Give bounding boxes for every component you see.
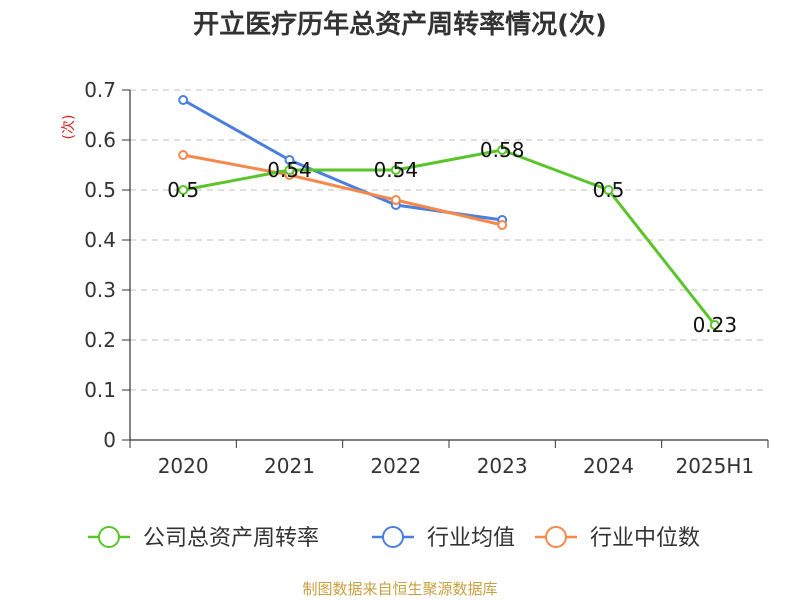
y-tick-label: 0.7 — [84, 78, 116, 102]
chart-title: 开立医疗历年总资产周转率情况(次) — [193, 9, 607, 40]
series-line-2 — [182, 153, 503, 227]
y-tick-label: 0.1 — [84, 378, 116, 402]
series-0-point — [390, 165, 401, 175]
series-line-0 — [182, 148, 717, 326]
legend: 公司总资产周转率 行业均值 行业中位数 — [88, 526, 700, 551]
series-0-point — [709, 320, 720, 330]
y-tick-label: 0.5 — [84, 178, 116, 202]
y-tick-label: 0.3 — [84, 278, 116, 302]
legend-marker-1 — [382, 526, 404, 548]
y-tick-label: 0.6 — [84, 128, 116, 152]
series-1-point — [284, 155, 295, 165]
series-2-point — [497, 220, 508, 230]
series-2-point — [178, 150, 189, 160]
axes: 0 0.1 0.2 0.3 0.4 0.5 0.6 0.7 2020 2021 2022 2023 20… — [84, 78, 769, 478]
y-axis-unit-label: (次) — [61, 115, 77, 140]
series-lines — [178, 95, 720, 330]
x-tick-label: 2021 — [264, 454, 315, 478]
x-tick-label: 2025H1 — [675, 454, 754, 478]
x-tick-label: 2022 — [370, 454, 421, 478]
source-note: 制图数据来自恒生聚源数据库 — [302, 580, 497, 598]
data-label: 0.58 — [480, 138, 525, 162]
data-label: 0.5 — [167, 178, 199, 202]
data-label: 0.23 — [693, 313, 738, 337]
y-tick-label: 0.2 — [84, 328, 116, 352]
legend-marker-2 — [545, 526, 567, 548]
grid-lines — [130, 89, 768, 391]
series-0-point — [284, 165, 295, 175]
legend-label-0: 公司总资产周转率 — [143, 526, 319, 551]
y-tick-label: 0 — [103, 428, 116, 452]
series-0-point — [603, 185, 614, 195]
legend-marker-0 — [98, 526, 120, 548]
y-tick-label: 0.4 — [84, 228, 116, 252]
data-label: 0.54 — [267, 158, 312, 182]
legend-label-2: 行业中位数 — [590, 526, 700, 551]
series-0-point — [497, 145, 508, 155]
x-tick-label: 2020 — [158, 454, 209, 478]
legend-label-1: 行业均值 — [427, 526, 515, 551]
x-tick-label: 2024 — [583, 454, 634, 478]
data-label: 0.5 — [593, 178, 625, 202]
data-labels: 0.5 0.54 0.54 0.58 0.5 0.23 — [167, 138, 737, 337]
series-2-point — [390, 195, 401, 205]
series-1-point — [178, 95, 189, 105]
x-tick-label: 2023 — [477, 454, 528, 478]
data-label: 0.54 — [374, 158, 419, 182]
series-0-point — [178, 185, 189, 195]
